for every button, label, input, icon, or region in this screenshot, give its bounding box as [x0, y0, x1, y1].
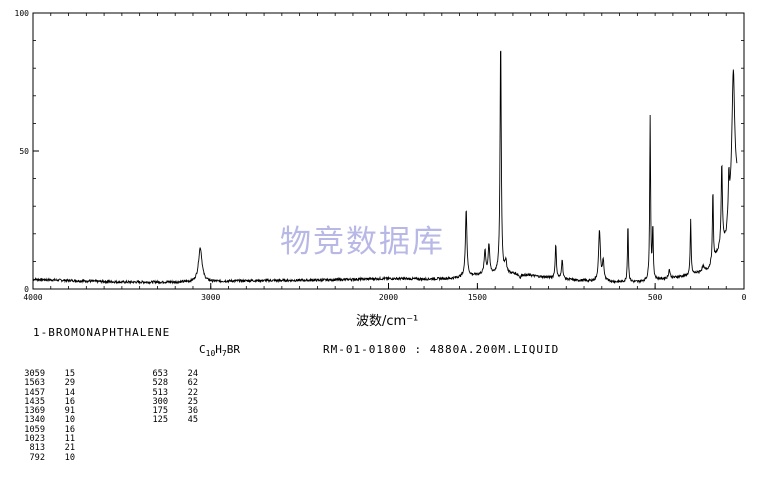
peak-intensity: 25 [187, 396, 198, 407]
peak-row: 1369 91 [19, 406, 75, 417]
x-tick-label: 4000 [23, 293, 42, 302]
peak-wavenumber: 1340 [24, 415, 45, 426]
peak-intensity: 24 [187, 369, 198, 379]
peak-table-column-2: 653 24 528 62 513 22 300 25 175 36 125 45 [142, 369, 198, 426]
peak-wavenumber: 125 [152, 415, 168, 426]
peak-intensity: 62 [187, 378, 198, 389]
watermark-text: 物竞数据库 [280, 224, 445, 260]
peak-wavenumber: 175 [152, 406, 168, 417]
peak-intensity: 91 [64, 406, 75, 417]
peak-wavenumber: 300 [152, 396, 168, 407]
peak-wavenumber: 1023 [24, 434, 45, 445]
peak-intensity: 45 [187, 415, 198, 426]
peak-row: 1563 29 [19, 378, 75, 389]
peak-intensity: 10 [64, 415, 75, 426]
peak-wavenumber: 1457 [24, 387, 45, 398]
x-tick-label: 3000 [201, 293, 220, 302]
peak-row: 513 22 [142, 387, 198, 398]
tick-group: 0 50 100 4000 3000 2000 1500 500 0 [15, 9, 747, 302]
peak-intensity: 14 [64, 387, 75, 398]
peak-row: 792 10 [19, 452, 75, 463]
peak-wavenumber: 1435 [24, 396, 45, 407]
peak-row: 813 21 [19, 443, 75, 454]
peak-row: 1340 10 [19, 415, 75, 426]
catalog-info: RM-01-01800 : 4880A.200M.LIQUID [323, 343, 560, 356]
spectrum-line [32, 50, 738, 285]
peak-row: 1435 16 [19, 396, 75, 407]
peak-row: 125 45 [142, 415, 198, 426]
peak-wavenumber: 528 [152, 378, 168, 389]
y-tick-label: 100 [15, 9, 30, 18]
molecular-formula: C10H7BR [199, 343, 240, 359]
peak-intensity: 29 [64, 378, 75, 389]
x-axis-label: 波数/cm⁻¹ [356, 314, 419, 329]
peak-row: 1457 14 [19, 387, 75, 398]
peak-row: 653 24 [142, 369, 198, 379]
x-tick-label: 500 [648, 293, 663, 302]
peak-row: 3059 15 [19, 369, 75, 379]
peak-intensity: 16 [64, 396, 75, 407]
peak-intensity: 22 [187, 387, 198, 398]
peak-row: 528 62 [142, 378, 198, 389]
x-tick-label: 0 [742, 293, 747, 302]
y-tick-label: 50 [19, 147, 29, 156]
peak-wavenumber: 1059 [24, 424, 45, 435]
compound-name: 1-BROMONAPHTHALENE [33, 326, 171, 339]
peak-wavenumber: 813 [29, 443, 45, 454]
peak-wavenumber: 1563 [24, 378, 45, 389]
peak-intensity: 16 [64, 424, 75, 435]
y-tick-label: 0 [24, 285, 29, 294]
peak-row: 300 25 [142, 396, 198, 407]
peak-wavenumber: 792 [29, 452, 45, 463]
peak-wavenumber: 653 [152, 369, 168, 379]
peak-wavenumber: 1369 [24, 406, 45, 417]
peak-intensity: 21 [64, 443, 75, 454]
x-tick-label: 2000 [379, 293, 398, 302]
peak-intensity: 36 [187, 406, 198, 417]
x-tick-label: 1500 [468, 293, 487, 302]
peak-row: 175 36 [142, 406, 198, 417]
peak-wavenumber: 513 [152, 387, 168, 398]
peak-intensity: 15 [64, 369, 75, 379]
peak-wavenumber: 3059 [24, 369, 45, 379]
peak-row: 1059 16 [19, 424, 75, 435]
peak-row: 1023 11 [19, 434, 75, 445]
peak-table-column-1: 3059 15 1563 29 1457 14 1435 16 1369 91 1340 10 1059… [19, 369, 75, 463]
peak-intensity: 11 [64, 434, 75, 445]
peak-intensity: 10 [64, 452, 75, 463]
